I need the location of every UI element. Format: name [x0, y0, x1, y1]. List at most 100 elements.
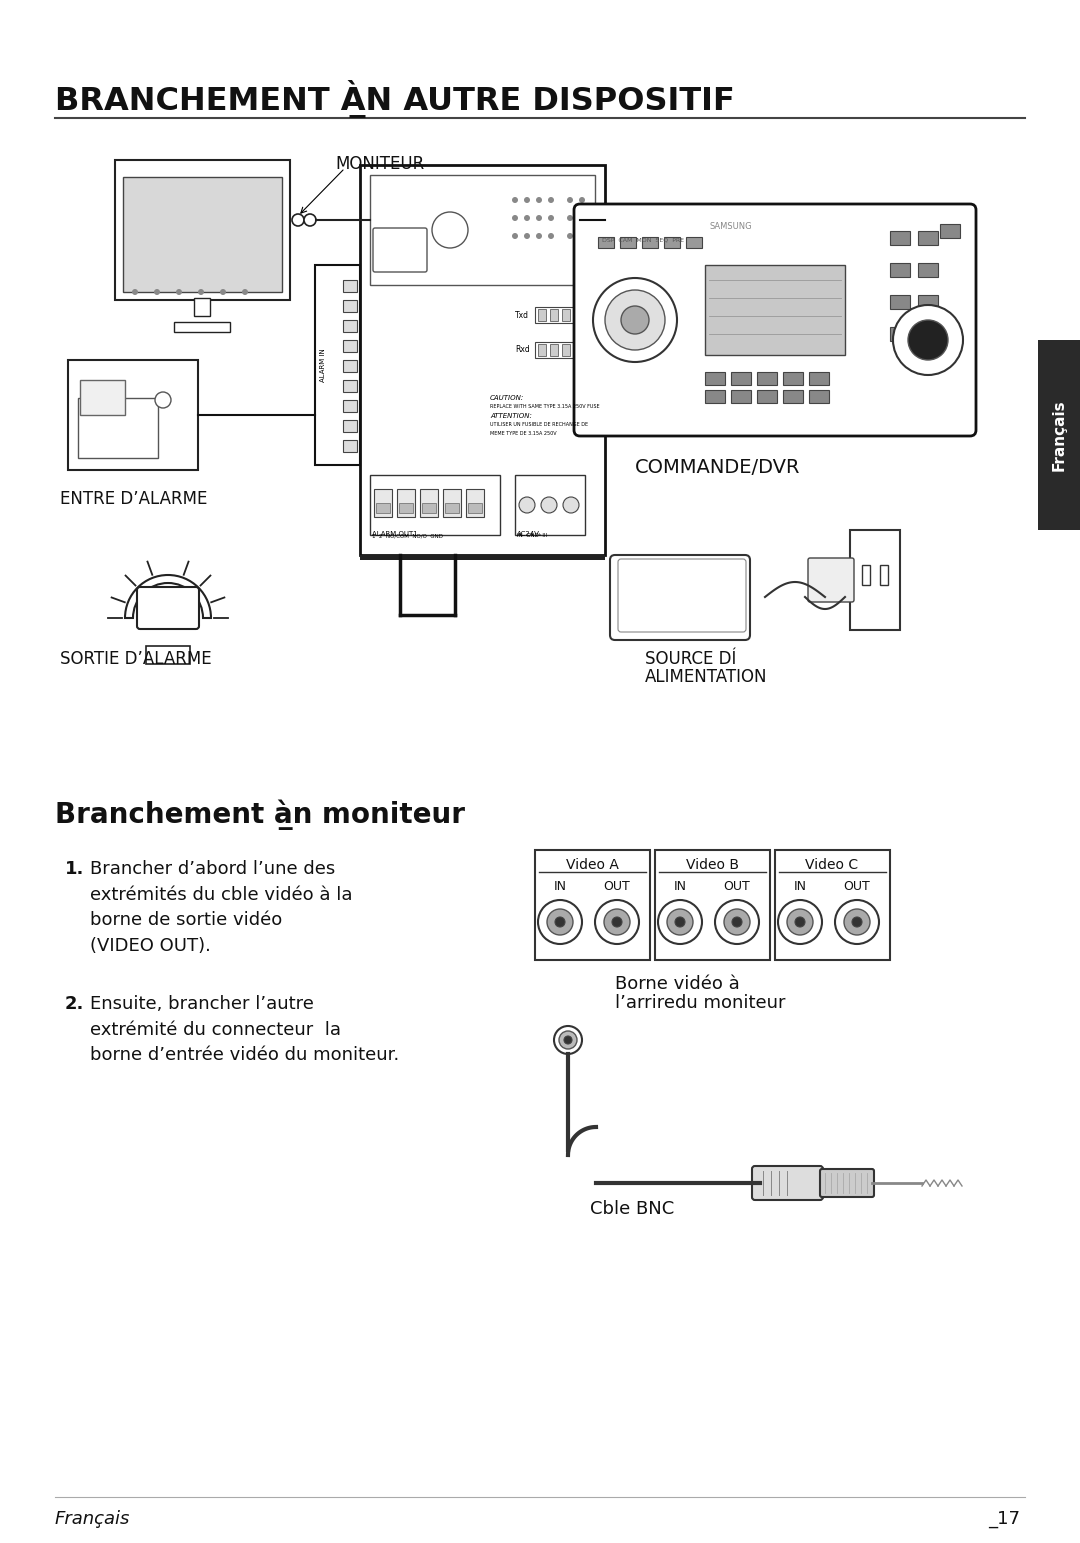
Bar: [399, 503, 413, 512]
Bar: [890, 327, 910, 341]
Circle shape: [512, 214, 518, 221]
Circle shape: [621, 306, 649, 333]
Text: ALIMENTATION: ALIMENTATION: [645, 668, 768, 687]
Bar: [420, 489, 438, 517]
Bar: [343, 360, 357, 372]
Circle shape: [536, 198, 542, 204]
Text: MEME TYPE DE 3.15A 250V: MEME TYPE DE 3.15A 250V: [490, 430, 556, 437]
Text: ENTRE D’ALARME: ENTRE D’ALARME: [60, 491, 207, 508]
Bar: [705, 372, 725, 386]
Bar: [78, 398, 158, 458]
Circle shape: [541, 497, 557, 512]
Text: Français: Français: [55, 1511, 131, 1528]
Bar: [705, 390, 725, 403]
Text: REPLACE WITH SAME TYPE 3.15A 250V FUSE: REPLACE WITH SAME TYPE 3.15A 250V FUSE: [490, 404, 599, 409]
Circle shape: [579, 233, 585, 239]
Text: IN: IN: [554, 880, 567, 893]
Bar: [445, 503, 459, 512]
Text: Cble BNC: Cble BNC: [590, 1200, 674, 1217]
FancyBboxPatch shape: [820, 1170, 874, 1197]
Bar: [374, 489, 392, 517]
Bar: [68, 360, 198, 471]
Text: SORTIE D’ALARME: SORTIE D’ALARME: [60, 650, 212, 668]
Bar: [174, 322, 230, 332]
Bar: [783, 372, 804, 386]
Bar: [918, 327, 939, 341]
Circle shape: [593, 278, 677, 363]
Circle shape: [605, 290, 665, 350]
Bar: [370, 475, 500, 535]
Circle shape: [893, 306, 963, 375]
Circle shape: [563, 497, 579, 512]
Text: ATTENTION:: ATTENTION:: [490, 414, 531, 420]
Circle shape: [512, 233, 518, 239]
Bar: [562, 344, 570, 356]
Bar: [370, 174, 595, 285]
Wedge shape: [125, 576, 211, 619]
Bar: [918, 295, 939, 309]
Circle shape: [787, 909, 813, 935]
Bar: [443, 489, 461, 517]
Bar: [757, 390, 777, 403]
Circle shape: [579, 214, 585, 221]
Circle shape: [795, 917, 805, 927]
Text: CAUTION:: CAUTION:: [490, 395, 524, 401]
Text: Video A: Video A: [566, 858, 619, 872]
Text: MONITEUR: MONITEUR: [335, 154, 424, 173]
Text: ALARM IN: ALARM IN: [320, 349, 326, 381]
Bar: [538, 309, 546, 321]
Circle shape: [852, 917, 862, 927]
Circle shape: [564, 1035, 572, 1045]
Circle shape: [675, 917, 685, 927]
Text: l’arriredu moniteur: l’arriredu moniteur: [615, 994, 785, 1012]
Text: OUT: OUT: [843, 880, 870, 893]
Circle shape: [154, 289, 160, 295]
Circle shape: [595, 900, 639, 944]
Text: Rxd: Rxd: [515, 346, 530, 355]
Bar: [783, 390, 804, 403]
Circle shape: [132, 289, 138, 295]
Circle shape: [843, 909, 870, 935]
Circle shape: [548, 214, 554, 221]
Circle shape: [604, 909, 630, 935]
Bar: [757, 372, 777, 386]
Circle shape: [512, 198, 518, 204]
Circle shape: [835, 900, 879, 944]
Bar: [890, 231, 910, 245]
Bar: [376, 503, 390, 512]
Circle shape: [176, 289, 183, 295]
Bar: [918, 231, 939, 245]
Circle shape: [567, 198, 573, 204]
Circle shape: [303, 214, 316, 225]
Bar: [562, 309, 570, 321]
Text: IN: IN: [794, 880, 807, 893]
Circle shape: [242, 289, 248, 295]
Bar: [343, 339, 357, 352]
Circle shape: [156, 392, 171, 407]
Bar: [538, 344, 546, 356]
Text: 2.: 2.: [65, 995, 84, 1014]
Circle shape: [658, 900, 702, 944]
Circle shape: [567, 233, 573, 239]
Bar: [146, 647, 190, 663]
Circle shape: [292, 214, 303, 225]
Text: Branchement à̲n moniteur: Branchement à̲n moniteur: [55, 799, 465, 830]
Bar: [343, 319, 357, 332]
Bar: [642, 238, 658, 248]
Text: Borne vidéo à: Borne vidéo à: [615, 975, 740, 994]
Bar: [850, 529, 900, 630]
Circle shape: [908, 319, 948, 360]
Bar: [343, 380, 357, 392]
Text: Txd: Txd: [515, 310, 529, 319]
Bar: [422, 503, 436, 512]
Circle shape: [198, 289, 204, 295]
Bar: [343, 299, 357, 312]
Text: 1  2  NO/COM  NO/O  GND: 1 2 NO/COM NO/O GND: [372, 532, 443, 539]
Circle shape: [555, 917, 565, 927]
Circle shape: [567, 214, 573, 221]
Circle shape: [667, 909, 693, 935]
Circle shape: [612, 917, 622, 927]
Bar: [360, 555, 605, 560]
Circle shape: [524, 214, 530, 221]
Text: IN  GND  III: IN GND III: [517, 532, 548, 539]
